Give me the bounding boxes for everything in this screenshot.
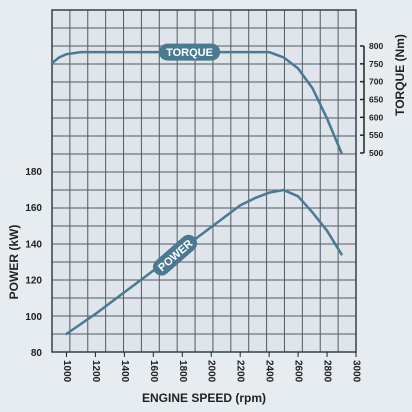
power-tick-label: 140 (25, 239, 42, 250)
x-tick-label: 1600 (148, 360, 159, 383)
plot-area (52, 10, 356, 352)
torque-tick-label: 550 (369, 130, 383, 140)
torque-axis-label: TORQUE (Nm) (393, 34, 407, 116)
x-tick-label: 2600 (293, 360, 304, 383)
x-tick-label: 1200 (90, 360, 101, 383)
x-tick-label: 2400 (264, 360, 275, 383)
grid (51, 9, 357, 353)
power-axis-label: POWER (kW) (7, 225, 21, 300)
x-tick-label: 3000 (351, 360, 362, 383)
x-tick-label: 2000 (206, 360, 217, 383)
torque-tick-label: 800 (369, 41, 383, 51)
torque-tick-label: 600 (369, 112, 383, 122)
power-tick-label: 80 (31, 348, 43, 359)
torque-tick-label: 650 (369, 95, 383, 105)
torque-tick-label: 700 (369, 77, 383, 87)
power-tick-label: 180 (25, 167, 42, 178)
torque-tick-label: 500 (369, 148, 383, 158)
plot-border (51, 9, 357, 353)
x-tick-label: 2800 (322, 360, 333, 383)
series-label-text: TORQUE (166, 47, 213, 59)
axes: 1000 1200 1400 1600 1800 2000 2200 2400 2600 2800… (25, 41, 383, 383)
x-axis-label: ENGINE SPEED (rpm) (142, 391, 266, 405)
power-tick-label: 120 (25, 276, 42, 287)
series-label-torque: TORQUE (158, 43, 221, 61)
power-tick-label: 100 (25, 312, 42, 323)
series-label-pill (153, 234, 198, 276)
series-label-pill (158, 43, 221, 61)
x-tick-label: 1000 (61, 360, 72, 383)
power-tick-label: 160 (25, 203, 42, 214)
series-line-power (65, 188, 343, 336)
x-tick-label: 1800 (177, 360, 188, 383)
torque-tick-label: 750 (369, 59, 383, 69)
x-tick-label: 1400 (119, 360, 130, 383)
x-tick-label: 2200 (235, 360, 246, 383)
